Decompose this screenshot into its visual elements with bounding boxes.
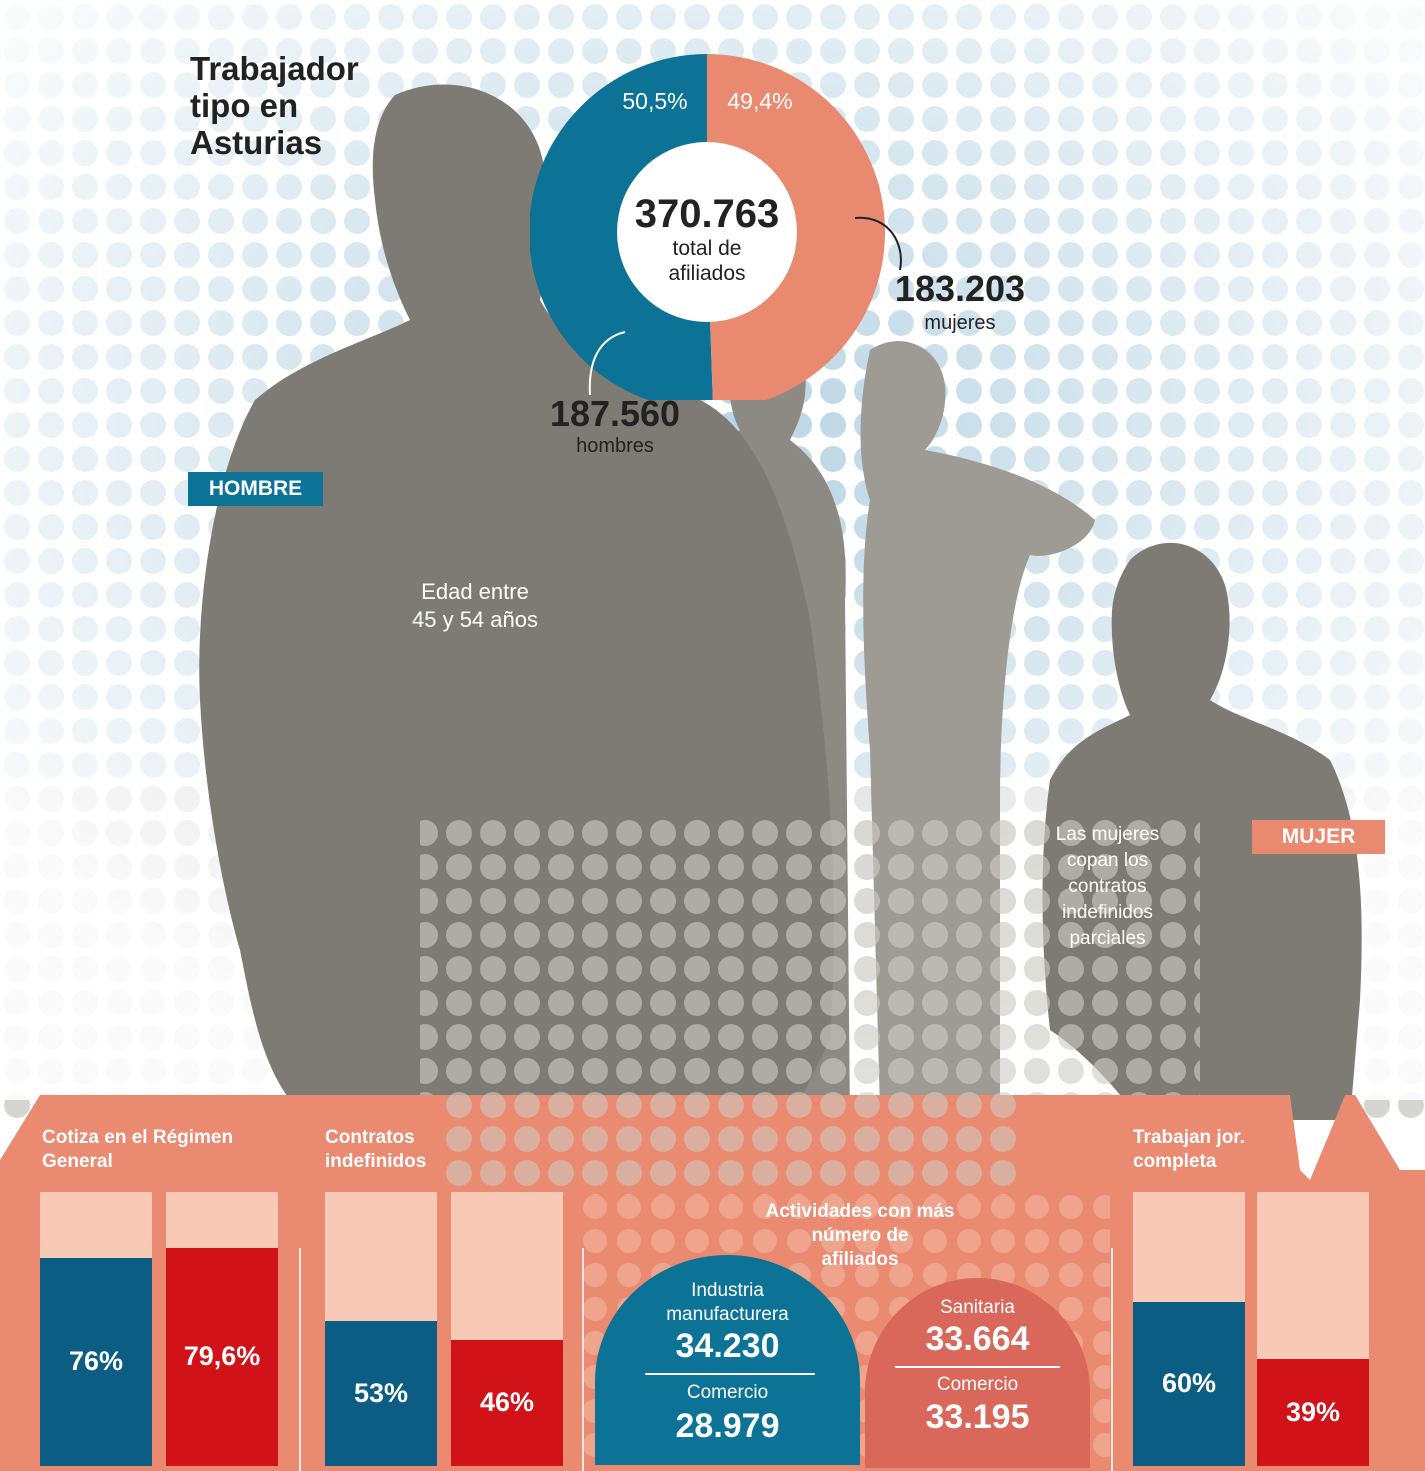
activity-men-1-value: 34.230 (675, 1327, 780, 1365)
men-count-label: hombres (576, 435, 654, 457)
panel-title-regimen: Cotiza en el Régimen General (42, 1127, 234, 1172)
activity-men-divider (645, 1373, 815, 1375)
activity-women-2-value: 33.195 (925, 1398, 1030, 1436)
activity-women-divider (895, 1366, 1060, 1368)
men-tag: HOMBRE (188, 472, 323, 506)
activity-men-2-value: 28.979 (675, 1407, 780, 1445)
bar: 76% (40, 1258, 152, 1466)
total-affiliates: 370.763 (634, 192, 780, 236)
activity-women-1-label: Sanitaria (940, 1297, 1015, 1318)
activity-men-2-label: Comercio (686, 1382, 769, 1403)
women-count: 183.203 (894, 268, 1026, 309)
panel-title-indefinidos: Contratos indefinidos (325, 1127, 427, 1172)
donut-label-women: 49,4% (727, 88, 793, 114)
women-tag: MUJER (1252, 820, 1385, 854)
men-count: 187.560 (549, 393, 681, 434)
activities-title: Actividades con más número de afiliados (765, 1201, 955, 1270)
bar-value-label: 46% (479, 1387, 535, 1417)
bar: 46% (451, 1340, 563, 1466)
bar-value-label: 60% (1161, 1368, 1217, 1398)
women-count-label: mujeres (924, 312, 996, 334)
panel-title-jornada: Trabajan jor. completa (1133, 1127, 1245, 1172)
donut-label-men: 50,5% (622, 88, 688, 114)
donut-center (617, 142, 797, 322)
activities-circle-women: Sanitaria 33.664 Comercio 33.195 (865, 1278, 1090, 1468)
bar: 53% (325, 1321, 437, 1466)
bar: 79,6% (166, 1248, 278, 1466)
bar: 39% (1257, 1359, 1369, 1466)
bar: 60% (1133, 1302, 1245, 1466)
activity-women-1-value: 33.664 (925, 1320, 1030, 1358)
women-contracts-note: Las mujeres copan los contratos indefini… (1055, 824, 1160, 949)
bar-value-label: 39% (1285, 1397, 1341, 1427)
bar-value-label: 79,6% (183, 1341, 261, 1371)
activities-circle-men: Industria manufacturera 34.230 Comercio … (595, 1255, 860, 1465)
gender-donut-chart (530, 54, 885, 400)
bar-value-label: 53% (353, 1378, 409, 1408)
bar-value-label: 76% (68, 1346, 124, 1376)
activity-women-2-label: Comercio (936, 1374, 1019, 1395)
total-affiliates-label: total de afiliados (668, 237, 746, 285)
age-note: Edad entre 45 y 54 años (412, 579, 538, 632)
activity-men-1-label: Industria manufacturera (666, 1280, 789, 1325)
page-title: Trabajador tipo en Asturias (190, 50, 359, 161)
